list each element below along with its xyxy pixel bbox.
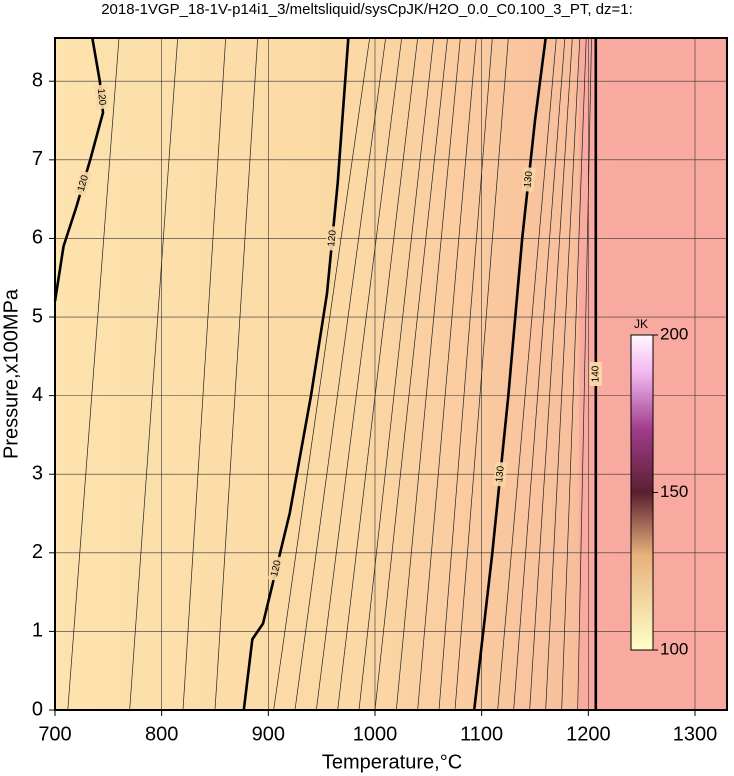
colorbar-tick-label: 150 — [660, 482, 688, 501]
contour-label-group: 120 — [267, 555, 285, 582]
major-contour — [242, 37, 350, 711]
contour-label: 130 — [522, 170, 535, 188]
colorbar-tick-label: 100 — [660, 639, 688, 658]
contour-label-bg — [493, 461, 508, 487]
y-tick-label: 4 — [32, 384, 43, 406]
y-tick-label: 6 — [32, 227, 43, 249]
minor-contour — [454, 37, 509, 711]
y-tick-label: 8 — [32, 70, 43, 92]
x-tick-label: 1300 — [673, 723, 718, 745]
contour-label: 130 — [494, 465, 507, 483]
minor-contour — [438, 37, 493, 711]
y-axis-label: Pressure,x100MPa — [0, 288, 22, 459]
minor-contour — [545, 37, 581, 711]
x-axis-label: Temperature,°C — [322, 751, 462, 773]
minor-contour — [577, 37, 592, 711]
minor-contour — [395, 37, 461, 711]
minor-contour — [315, 37, 403, 711]
contour-label-group: 130 — [521, 166, 536, 193]
x-tick-label: 1100 — [460, 723, 503, 745]
contour-label-bg — [94, 84, 109, 110]
y-tick-label: 1 — [32, 620, 43, 642]
colorbar-tick-label: 200 — [660, 324, 688, 343]
plot-background — [55, 38, 727, 710]
chart-title: 2018-1VGP_18-1V-p14i1_3/meltsliquid/sysC… — [101, 1, 633, 18]
minor-contour — [337, 37, 419, 711]
minor-contour — [561, 37, 587, 711]
contour-label: 120 — [269, 559, 284, 578]
x-tick-label: 800 — [145, 723, 178, 745]
y-tick-label: 7 — [32, 148, 43, 170]
y-tick-label: 3 — [32, 462, 43, 484]
minor-contour — [273, 37, 371, 711]
minor-contour — [214, 37, 259, 711]
contour-label: 120 — [95, 88, 108, 106]
contour-label: 120 — [76, 173, 91, 193]
contour-label-bg — [589, 362, 602, 386]
x-tick-label: 700 — [38, 723, 71, 745]
contour-label-bg — [267, 555, 285, 582]
x-tick-label: 1000 — [353, 723, 398, 745]
colorbar-axis: 100 150 200 — [653, 324, 688, 658]
major-contour — [472, 37, 547, 711]
plot-area: 120120120120130130140140 — [53, 37, 727, 711]
minor-contour — [67, 37, 120, 711]
x-tick-label: 900 — [252, 723, 285, 745]
contour-label-group: 140 — [589, 362, 602, 386]
minor-contour — [417, 37, 477, 711]
contour-label: 140 — [590, 365, 601, 382]
contour-label-group: 120 — [74, 170, 93, 197]
minor-contour — [182, 37, 227, 711]
plot-frame — [54, 37, 728, 711]
minor-contour — [513, 37, 566, 711]
minor-contour — [129, 37, 179, 711]
contour-label-bg — [74, 170, 93, 197]
y-tick-label: 0 — [32, 698, 43, 720]
minor-contour — [529, 37, 573, 711]
contour-label-bg — [325, 225, 340, 251]
y-tick-label: 5 — [32, 305, 43, 327]
y-tick-label: 2 — [32, 541, 43, 563]
minor-contour — [294, 37, 387, 711]
colorbar-label: JK — [634, 317, 648, 331]
minor-contour — [374, 37, 448, 711]
contour-label-group: 130 — [493, 461, 508, 487]
colorbar — [630, 334, 654, 651]
contour-label: 120 — [326, 229, 339, 247]
contour-label-group: 120 — [325, 225, 340, 251]
x-tick-label: 1200 — [566, 723, 611, 745]
minor-contour — [358, 37, 435, 711]
minor-contour — [497, 37, 557, 711]
contour-label-group: 120 — [94, 84, 109, 110]
major-contour — [53, 37, 105, 302]
contour-label-bg — [521, 166, 536, 193]
